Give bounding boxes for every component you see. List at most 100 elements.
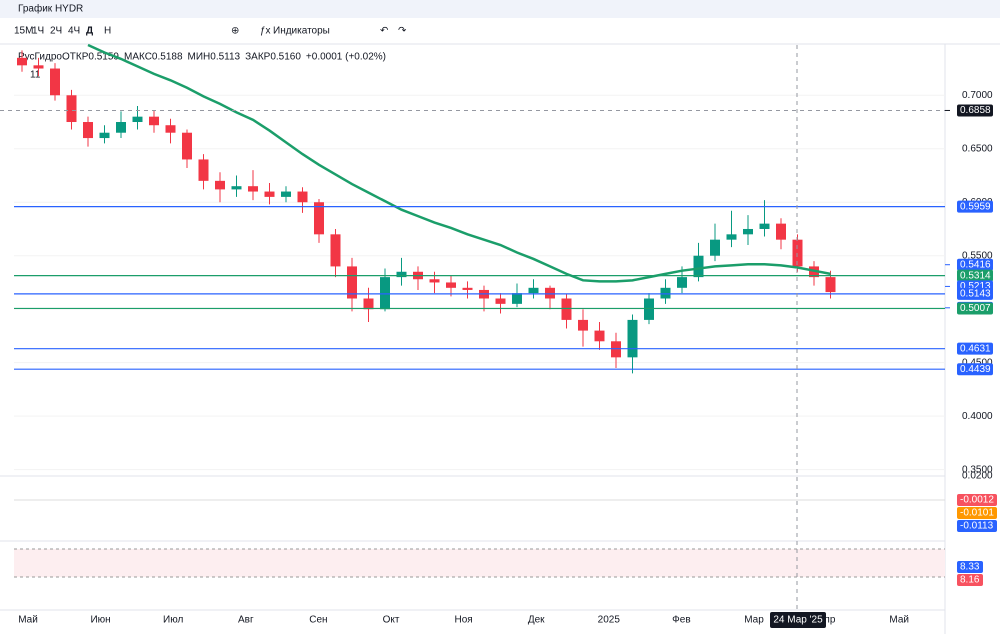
candle-body: [462, 287, 473, 290]
x-tick-label: Фев: [672, 615, 690, 626]
redo[interactable]: ↷: [398, 26, 407, 37]
price-badge-label: 0.4631: [960, 343, 991, 354]
legend-item: МАКС: [124, 52, 152, 63]
x-tick-label: Окт: [383, 615, 400, 626]
legend-item: 0.5188: [152, 52, 183, 63]
x-tick-label: Май: [889, 615, 909, 626]
candle-body: [429, 279, 440, 283]
candle-body: [17, 57, 27, 66]
x-tick-label: Апр: [818, 615, 836, 626]
candle-body: [495, 298, 506, 304]
candle-body: [264, 191, 275, 197]
candle-body: [198, 159, 209, 181]
macd-badge-label: -0.0101: [960, 508, 994, 519]
price-badge: [957, 302, 993, 315]
candle-body: [66, 95, 77, 123]
legend-count[interactable]: 11: [30, 70, 41, 81]
candle-body: [759, 223, 770, 229]
price-badge-label: 0.5007: [960, 303, 991, 314]
price-badge-label: 0.6858: [960, 105, 991, 116]
moving-average: [87, 43, 831, 283]
candle-body: [528, 287, 539, 294]
candle-body: [825, 277, 836, 293]
macd-badge-label: -0.0113: [960, 521, 994, 532]
x-tick-label: Сен: [309, 615, 327, 626]
price-badge: [957, 342, 993, 355]
price-badge-label: 0.5143: [960, 289, 991, 300]
price-badge: [957, 287, 993, 300]
candle-body: [611, 341, 621, 358]
add-icon[interactable]: ⊕: [231, 26, 239, 37]
candle-body: [330, 234, 341, 267]
candle-body: [710, 239, 720, 256]
crosshair-date: 24 Мар '25: [773, 615, 823, 626]
legend-item: 0.5159: [88, 52, 119, 63]
candle-body: [33, 65, 44, 69]
stoch-badge-label: 8.33: [960, 562, 980, 573]
candle-body: [182, 132, 192, 160]
price-badge: [957, 363, 993, 376]
candle-body: [627, 319, 638, 358]
candle-body: [561, 298, 572, 320]
price-badge-label: 0.5416: [960, 259, 991, 270]
legend-item: ЗАКР: [245, 52, 271, 63]
interval-button[interactable]: Н: [104, 26, 111, 37]
undo[interactable]: ↶: [380, 26, 388, 37]
y-tick-label: 0.7000: [962, 90, 993, 101]
stoch-badge: [957, 561, 983, 573]
x-tick-label: Ноя: [454, 615, 472, 626]
candle-body: [116, 122, 126, 133]
price-badge: [957, 269, 993, 282]
macd-badge: [957, 520, 997, 532]
price-badge-label: 0.4439: [960, 364, 991, 375]
legend-item: МИН: [188, 52, 211, 63]
interval-button[interactable]: 2Ч: [50, 26, 62, 37]
macd-badge: [957, 507, 997, 519]
candle-body: [380, 277, 390, 310]
interval-button[interactable]: 15M: [14, 26, 33, 37]
macd-badge-label: -0.0012: [960, 495, 994, 506]
candle-body: [297, 191, 308, 203]
candle-body: [363, 298, 374, 310]
interval-button[interactable]: 4Ч: [68, 26, 80, 37]
candle-body: [512, 293, 522, 304]
candle-body: [165, 125, 176, 133]
crosshair-date-badge: [770, 612, 826, 628]
x-tick-label: Мар: [744, 615, 764, 626]
legend-item: ОТКР: [62, 52, 89, 63]
indicators-icon[interactable]: ƒx: [260, 26, 271, 37]
candle-body: [776, 223, 786, 240]
price-badge: [957, 258, 993, 271]
candle-body: [50, 68, 60, 96]
candle-body: [545, 287, 555, 299]
macd-badge: [957, 494, 997, 506]
y-tick-label: 0.5500: [962, 250, 993, 261]
candle-body: [743, 228, 753, 235]
candle-body: [83, 122, 93, 139]
x-tick-label: 2025: [598, 615, 621, 626]
y-tick-label: 0.4000: [962, 411, 993, 422]
price-badge: [957, 104, 993, 117]
candle-body: [578, 319, 588, 331]
x-tick-label: Июл: [163, 615, 183, 626]
legend-item: 0.5160: [270, 52, 301, 63]
legend-symbol: РусГидро: [18, 52, 62, 63]
price-badge-label: 0.5314: [960, 270, 991, 281]
stoch-band: [14, 549, 945, 577]
interval-button[interactable]: 1Ч: [32, 26, 44, 37]
x-tick-label: Май: [18, 615, 38, 626]
candle-body: [314, 202, 324, 235]
y-tick-label: 0.6500: [962, 143, 993, 154]
indicators-button[interactable]: Индикаторы: [273, 26, 330, 37]
interval-button[interactable]: Д: [86, 26, 93, 37]
candle-body: [281, 191, 291, 197]
y-tick-label: 0.4500: [962, 357, 993, 368]
candle-body: [677, 277, 687, 288]
price-badge-label: 0.5959: [960, 201, 991, 212]
legend-item: 0.5113: [210, 52, 240, 63]
price-badge-label: 0.5213: [960, 281, 991, 292]
candle-body: [594, 330, 605, 342]
candle-body: [644, 298, 654, 320]
candle-body: [99, 132, 110, 139]
